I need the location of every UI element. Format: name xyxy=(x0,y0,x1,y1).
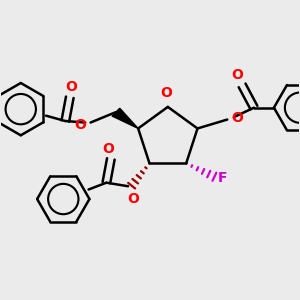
Text: O: O xyxy=(160,86,172,100)
Polygon shape xyxy=(112,108,138,128)
Text: F: F xyxy=(218,171,227,185)
Text: O: O xyxy=(102,142,114,156)
Text: O: O xyxy=(74,118,86,133)
Text: O: O xyxy=(231,111,243,125)
Text: O: O xyxy=(65,80,77,94)
Text: O: O xyxy=(231,68,243,83)
Text: O: O xyxy=(127,192,139,206)
